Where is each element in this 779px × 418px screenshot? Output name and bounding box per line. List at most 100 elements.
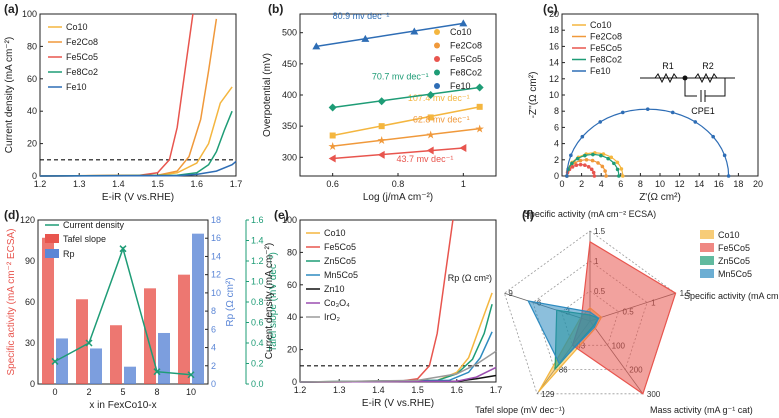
panel-label: (b) [268,2,283,16]
x-tick-label: 1.3 [333,385,346,395]
y-tick-label: 8 [554,106,559,116]
x-axis-label: Log (j/mA cm⁻²) [363,192,433,203]
legend-label: Fe10 [450,81,471,91]
legend-label: Co10 [66,22,88,32]
y-tick-label: 60 [287,280,297,290]
legend-label: Fe5Co5 [324,242,356,252]
y3-tick-label: 1.0 [251,277,264,287]
slope-label: 70.7 mv dec⁻¹ [372,71,429,81]
data-point [565,174,569,178]
radar-tick-label: 86 [559,366,568,375]
data-point [426,91,435,99]
series-line-fe5co5 [299,219,454,383]
data-point: ★ [377,135,387,147]
x-tick-label: 2 [86,387,91,397]
y-axis-label: Current density (mA cm⁻²) [264,243,275,359]
radar-tick-label: 129 [541,390,555,399]
y-tick-label: 4 [554,139,559,149]
data-point [620,174,625,178]
panel-label: (f) [522,208,534,222]
data-point [377,97,386,106]
bar-rp [158,332,170,384]
x-tick-label: 1.3 [73,179,86,189]
legend-label: Fe5Co5 [450,54,482,64]
data-point [600,164,605,169]
legend-label: Fe5Co5 [718,243,750,253]
panel-f: (f)0.511.50.511.51002003004386129369Spec… [448,208,779,415]
data-point [578,158,583,163]
series-line-fe10 [39,160,237,177]
panel-label: (a) [4,2,19,16]
data-point [619,167,624,171]
bar-tafel-slope [76,299,88,384]
y-tick-label: 40 [287,312,297,322]
data-point [726,174,731,178]
x-tick-label: 1.5 [411,385,424,395]
y-tick-label: 0 [30,379,35,389]
legend-swatch [45,249,59,258]
y-tick-label: 0 [32,171,37,181]
data-point [153,368,161,376]
legend-label: Co10 [324,228,346,238]
data-point: ★ [475,124,485,136]
x-tick-label: 0.8 [392,179,405,189]
y3-tick-label: 0.0 [251,379,264,389]
x-tick-label: 1.7 [230,179,243,189]
circuit-label: CPE1 [691,106,715,116]
data-point [459,143,467,152]
x-tick-label: 1.2 [294,385,307,395]
y-axis-label: Overpotential (mV) [262,53,273,137]
legend-label: IrO₂ [324,312,340,322]
legend-label: Fe5Co5 [66,52,98,62]
radar-tick-label: 9 [508,289,513,298]
data-point [119,245,127,253]
y-tick-label: 80 [27,41,37,51]
bar-rp [124,366,136,384]
x-tick-label: 1.2 [34,179,47,189]
legend-label: Zn5Co5 [324,256,356,266]
panel-label: (d) [4,208,19,222]
data-point [603,169,607,173]
x-tick-label: 1.6 [451,385,464,395]
data-point [722,153,727,158]
y-tick-label: 80 [287,247,297,257]
legend-marker [434,83,440,89]
legend-label: Fe10 [590,66,611,76]
x-tick-label: 16 [714,179,724,189]
slope-label: 62.8 mv dec⁻¹ [413,115,470,125]
legend-label: Co10 [590,20,612,30]
y-tick-label: 300 [282,152,297,162]
y-tick-label: 12 [549,74,559,84]
x-tick-label: 14 [694,179,704,189]
legend-swatch [700,269,714,278]
y-tick-label: 20 [287,345,297,355]
legend-label: Zn10 [324,284,345,294]
data-point [645,107,650,111]
nyquist-curve-fe10 [566,108,730,177]
radar-axis-label: Mass activity (mA g⁻¹ cat) [650,405,753,415]
radar-grid [532,260,648,370]
x-tick-label: 1.4 [112,179,125,189]
y-tick-label: 400 [282,90,297,100]
y3-axis-label: Tafel slope (mV dec⁻¹) [268,252,279,352]
current-density-line [54,246,192,376]
bar-tafel-slope [144,288,156,384]
series-line-iro₂ [299,350,497,383]
x-axis-label: E-iR (V vs.RHE) [102,192,174,203]
x-tick-label: 1.4 [372,385,385,395]
y-tick-label: 100 [22,9,37,19]
y-tick-label: 0 [554,171,559,181]
y-tick-label: 450 [282,59,297,69]
legend-marker [434,69,440,76]
x-tick-label: 0.6 [326,179,339,189]
data-point [578,162,583,167]
fit-line [332,106,480,137]
legend-label: Zn5Co5 [718,256,750,266]
legend-marker [434,56,440,62]
legend-label: Co10 [718,230,740,240]
panel-a: 1.2 1.3 1.4 1.5 1.6 1.7 0 20 40 60 80 100 E-iR (V vs… [4,2,242,203]
data-point [606,156,610,161]
bar-tafel-slope [178,274,190,384]
legend-label: Rp [63,249,75,259]
legend-swatch [700,256,714,265]
